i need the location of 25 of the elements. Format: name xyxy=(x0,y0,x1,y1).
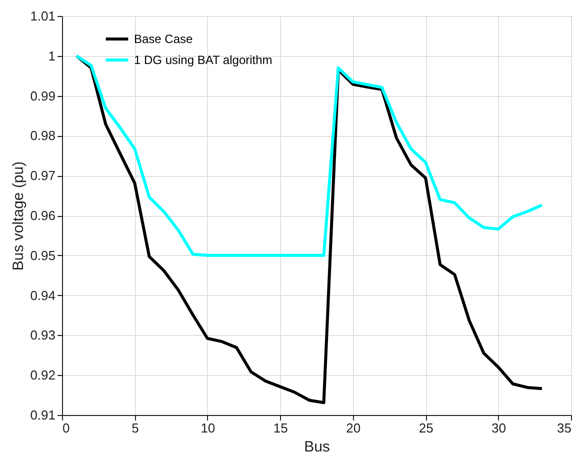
x-tick-label: 35 xyxy=(557,420,572,436)
x-tick-label: 20 xyxy=(346,420,361,436)
x-tick-label: 25 xyxy=(418,420,434,436)
y-tick-label: 0.91 xyxy=(30,408,56,422)
x-tick-label: 10 xyxy=(200,420,216,436)
x-axis-title: Bus xyxy=(304,438,330,456)
legend-label: Base Case xyxy=(134,32,194,46)
y-tick-label: 0.94 xyxy=(30,288,56,303)
y-axis-title: Bus voltage (pu) xyxy=(10,161,28,271)
x-tick-label: 30 xyxy=(492,420,506,436)
y-tick-label: 0.98 xyxy=(30,128,56,144)
x-tick-label: 0 xyxy=(62,420,70,436)
line-series xyxy=(75,54,544,404)
line-series xyxy=(75,54,544,257)
x-tick-label: 5 xyxy=(132,420,139,436)
y-tick-label: 0.95 xyxy=(30,248,56,263)
y-tick-label: 0.99 xyxy=(30,88,56,104)
legend-label: 1 DG using BAT algorithm xyxy=(134,53,272,67)
y-tick-label: 1 xyxy=(48,48,56,64)
y-tick-label: 1.01 xyxy=(30,8,56,24)
y-tick-label: 0.97 xyxy=(30,168,56,184)
y-tick-label: 0.93 xyxy=(30,328,56,343)
y-tick-label: 0.96 xyxy=(30,208,56,223)
x-tick-label: 15 xyxy=(273,420,288,436)
y-tick-label: 0.92 xyxy=(30,368,56,383)
